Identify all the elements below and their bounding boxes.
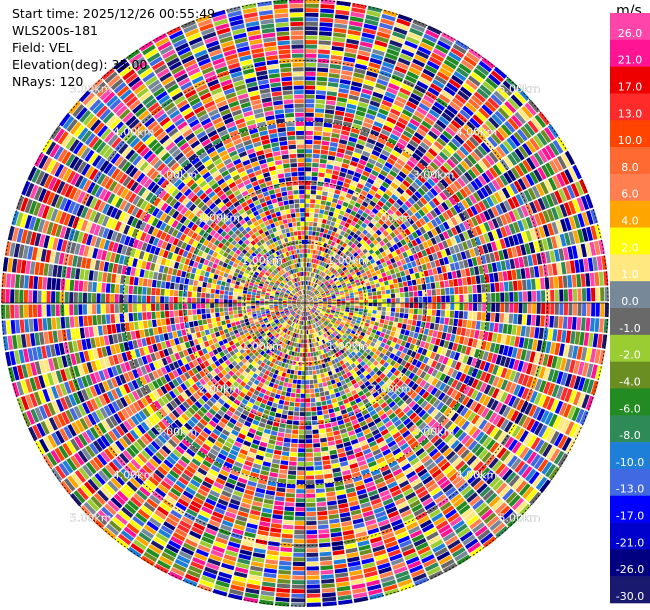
colorbar-bin — [610, 227, 650, 255]
colorbar-tick-label: 17.0 — [618, 81, 643, 94]
range-ring-label: 1.00km — [241, 340, 283, 353]
colorbar-bin — [610, 442, 650, 470]
colorbar-bin — [610, 522, 650, 550]
field-label: Field: VEL — [12, 40, 73, 55]
range-ring-label: 2.00km — [199, 211, 241, 224]
velocity-cells--21-to--17 — [5, 8, 599, 607]
range-ring-label: 3.00km — [413, 168, 455, 181]
colorbar-tick-label: 4.0 — [621, 215, 639, 228]
range-ring-labels: 1.00km 1.00km 1.00km 1.00km 2.00km 2.00km 2.00… — [70, 83, 541, 525]
colorbar-bin — [610, 468, 650, 497]
nrays-label: NRays: 120 — [12, 74, 84, 89]
range-ring-label: 4.00km — [113, 468, 155, 481]
colorbar-tick-label: -21.0 — [616, 536, 644, 549]
range-ring-label: 4.00km — [113, 126, 155, 139]
colorbar-bin — [610, 388, 650, 416]
colorbar-bin — [610, 361, 650, 389]
range-ring-label: 1.00km — [327, 340, 369, 353]
colorbar-tick-label: -2.0 — [619, 349, 640, 362]
range-ring-label: 4.00km — [456, 126, 498, 139]
colorbar-bin — [610, 334, 650, 362]
colorbar-bin — [610, 200, 650, 228]
colorbar-bin — [610, 281, 650, 309]
colorbar-tick-label: -13.0 — [616, 483, 644, 496]
range-ring-label: 3.00km — [413, 426, 455, 439]
colorbar-bin — [610, 147, 650, 175]
colorbar-tick-label: 13.0 — [618, 107, 643, 120]
colorbar-tick-label: -26.0 — [616, 563, 644, 576]
elevation-label: Elevation(deg): 35.00 — [12, 57, 148, 72]
ppi-plot: 1.00km 1.00km 1.00km 1.00km 2.00km 2.00km 2.00… — [1, 0, 609, 607]
range-ring-label: 5.00km — [70, 83, 112, 96]
colorbar-tick-label: -8.0 — [619, 429, 640, 442]
colorbar-tick-label: 1.0 — [621, 268, 639, 281]
instrument-label: WLS200s-181 — [12, 23, 98, 38]
colorbar-tick-label: 0.0 — [621, 295, 639, 308]
plot-info: Start time: 2025/12/26 00:55:49 WLS200s-… — [12, 5, 215, 90]
range-ring-label: 2.00km — [370, 211, 412, 224]
colorbar-tick-label: 6.0 — [621, 188, 639, 201]
colorbar-tick-label: -30.0 — [616, 590, 644, 603]
range-ring-label: 3.00km — [156, 168, 198, 181]
colorbar-bin — [610, 120, 650, 148]
colorbar-tick-label: 2.0 — [621, 241, 639, 254]
colorbar-bin — [610, 549, 650, 577]
colorbar-bin — [610, 39, 650, 67]
colorbar-tick-label: -1.0 — [619, 322, 640, 335]
range-ring-label: 5.00km — [499, 83, 541, 96]
colorbar-bin — [610, 576, 650, 604]
colorbar-tick-label: 8.0 — [621, 161, 639, 174]
start-time-label: Start time: 2025/12/26 00:55:49 — [12, 6, 216, 21]
colorbar-bin — [610, 173, 650, 202]
colorbar-bin — [610, 415, 650, 443]
colorbar-bin — [610, 308, 650, 336]
colorbar-tick-label: -4.0 — [619, 376, 640, 389]
range-ring-label: 1.00km — [241, 254, 283, 267]
range-ring-label: 2.00km — [370, 383, 412, 396]
colorbar-tick-label: -6.0 — [619, 402, 640, 415]
colorbar-bin — [610, 93, 650, 121]
colorbar-tick-label: -10.0 — [616, 456, 644, 469]
colorbar-tick-label: 21.0 — [618, 54, 643, 67]
range-ring-label: 4.00km — [456, 468, 498, 481]
range-ring-label: 5.00km — [70, 511, 112, 524]
velocity-cells-6-to-8 — [12, 3, 606, 594]
colorbar-tick-label: -17.0 — [616, 510, 644, 523]
range-ring-label: 1.00km — [327, 254, 369, 267]
colorbar-bins — [610, 13, 650, 604]
velocity-cells--13-to--10 — [1, 0, 599, 598]
colorbar-tick-label: 26.0 — [618, 27, 643, 40]
colorbar-tick-label: 10.0 — [618, 134, 643, 147]
colorbar-ticks: 26.0 21.0 17.0 13.0 10.0 8.0 6.0 4.0 2.0 1.0 0.0 -1… — [616, 27, 644, 603]
colorbar-bin — [610, 13, 650, 41]
colorbar-bin — [610, 495, 650, 523]
colorbar-bin — [610, 66, 650, 94]
range-ring-label: 3.00km — [156, 426, 198, 439]
range-ring-label: 2.00km — [199, 383, 241, 396]
range-rings — [1, 0, 609, 607]
range-ring-label: 5.00km — [499, 511, 541, 524]
colorbar-bin — [610, 254, 650, 282]
